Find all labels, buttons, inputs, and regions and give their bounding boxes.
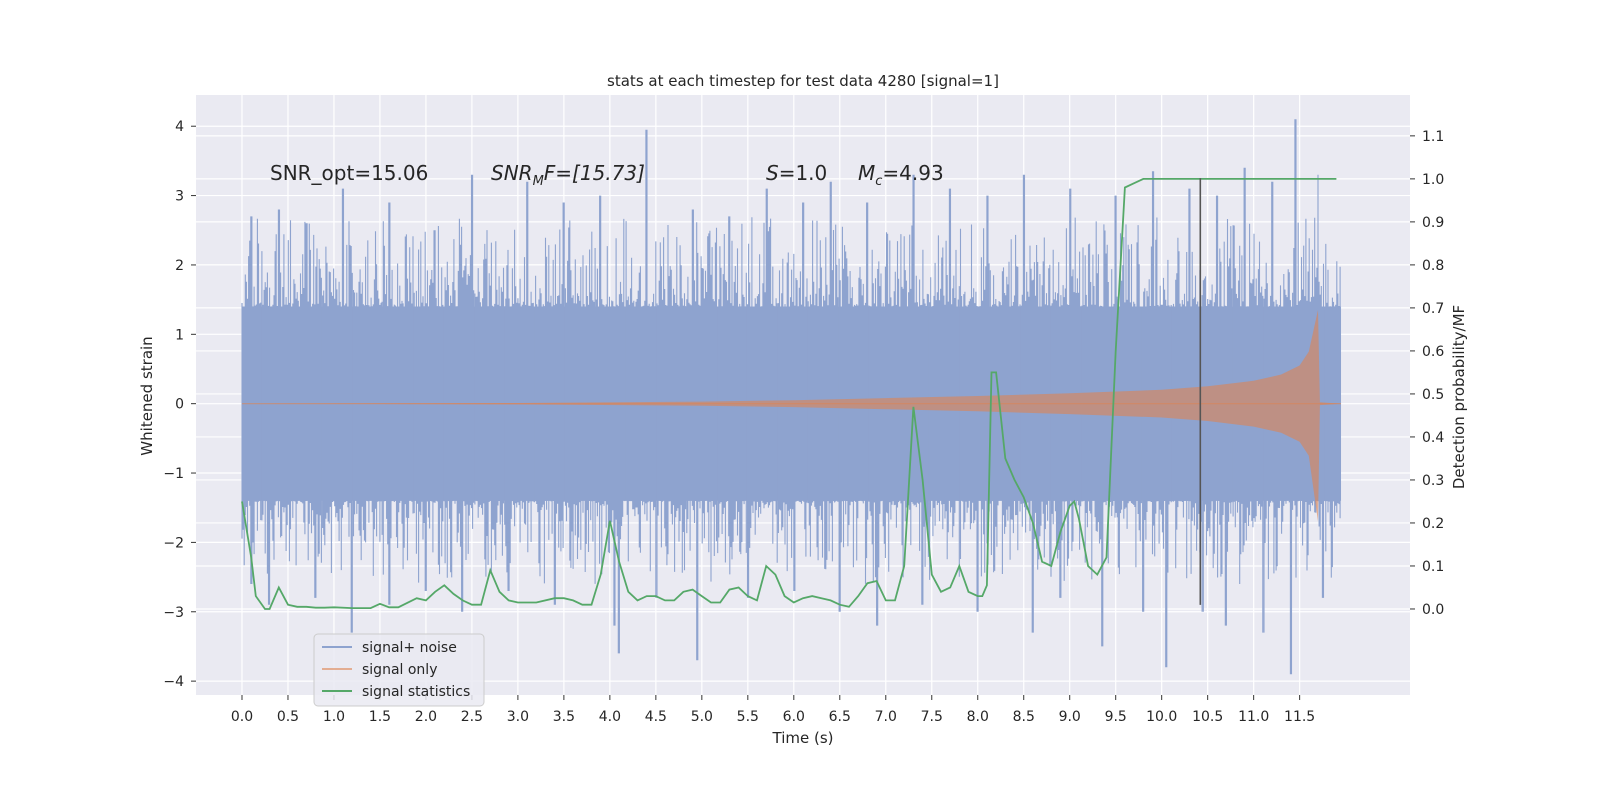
y-axis-left-ticks: 4 3 2 1 0 −1 −2 −3 −4 <box>163 119 196 690</box>
y-axis-right-label: Detection probability/MF <box>1450 305 1468 489</box>
x-tick-label: 11.0 <box>1238 709 1269 725</box>
x-tick-label: 5.0 <box>691 709 713 725</box>
x-tick-label: 2.0 <box>415 709 437 725</box>
y-right-tick-label: 0.8 <box>1422 258 1444 274</box>
y-right-tick-label: 0.6 <box>1422 344 1444 360</box>
x-axis-ticks: 0.0 0.5 1.0 1.5 2.0 2.5 3.0 3.5 4.0 4.5 5.0 5.5 6.0 6… <box>231 695 1315 725</box>
y-axis-left-label: Whitened strain <box>138 336 156 455</box>
x-tick-label: 9.5 <box>1105 709 1127 725</box>
annotation-mc-rest: =4.93 <box>882 161 943 185</box>
y-right-tick-label: 0.7 <box>1422 301 1444 317</box>
signal-envelope <box>241 310 1341 522</box>
x-tick-label: 4.0 <box>599 709 621 725</box>
x-tick-label: 6.0 <box>783 709 805 725</box>
y-left-tick-label: 4 <box>175 119 184 135</box>
legend-box <box>313 633 485 707</box>
x-tick-label: 7.0 <box>875 709 897 725</box>
x-tick-label: 1.0 <box>323 709 345 725</box>
annotation-snr-mf-sub: M <box>533 174 544 189</box>
annotation-s: S=1.0 <box>766 161 827 185</box>
x-tick-label: 11.5 <box>1284 709 1315 725</box>
y-left-tick-label: 2 <box>175 258 184 274</box>
y-left-tick-label: −1 <box>163 466 184 482</box>
y-right-tick-label: 0.4 <box>1422 430 1444 446</box>
x-tick-label: 8.5 <box>1013 709 1035 725</box>
y-left-tick-label: −2 <box>163 535 184 551</box>
annotation-snr-mf: SNRMF=[15.73] <box>491 161 645 189</box>
x-axis-label: Time (s) <box>772 729 834 747</box>
y-left-tick-label: 3 <box>175 189 184 205</box>
y-left-tick-label: 1 <box>175 327 184 343</box>
series-signal-statistics <box>241 178 1337 610</box>
annotation-snr-mf-main: SNR <box>491 161 533 185</box>
y-right-tick-label: 0.2 <box>1422 516 1444 532</box>
annotation-s-rest: =1.0 <box>779 161 828 185</box>
annotation-mc-sub: c <box>875 174 882 189</box>
y-right-tick-label: 0.9 <box>1422 215 1444 231</box>
x-tick-label: 3.5 <box>553 709 575 725</box>
y-right-tick-label: 0.0 <box>1422 602 1444 618</box>
x-tick-label: 3.0 <box>507 709 529 725</box>
annotation-snr-mf-rest-f: F=[15.73] <box>544 161 645 185</box>
x-tick-label: 9.0 <box>1059 709 1081 725</box>
chart-title: stats at each timestep for test data 428… <box>607 72 999 90</box>
y-right-tick-label: 0.3 <box>1422 473 1444 489</box>
legend-label-signal-statistics: signal statistics <box>362 684 470 700</box>
x-tick-label: 10.5 <box>1192 709 1223 725</box>
y-left-tick-label: −4 <box>163 674 184 690</box>
x-tick-label: 0.5 <box>277 709 299 725</box>
x-tick-label: 4.5 <box>645 709 667 725</box>
x-tick-label: 1.5 <box>369 709 391 725</box>
statistics-line <box>241 178 1337 610</box>
legend: signal+ noise signal only signal statist… <box>313 633 485 707</box>
x-tick-label: 7.5 <box>921 709 943 725</box>
x-tick-label: 8.0 <box>967 709 989 725</box>
y-right-tick-label: 1.1 <box>1422 129 1444 145</box>
x-tick-label: 2.5 <box>461 709 483 725</box>
legend-label-signal-only: signal only <box>362 662 437 678</box>
annotation-mc-main: M <box>858 161 875 185</box>
y-right-tick-label: 1.0 <box>1422 172 1444 188</box>
annotation-s-main: S <box>766 161 779 185</box>
x-tick-label: 10.0 <box>1146 709 1177 725</box>
y-left-tick-label: −3 <box>163 605 184 621</box>
y-right-tick-label: 0.5 <box>1422 387 1444 403</box>
x-tick-label: 5.5 <box>737 709 759 725</box>
x-tick-label: 0.0 <box>231 709 253 725</box>
annotation-snr-opt: SNR_opt=15.06 <box>270 161 428 185</box>
y-right-tick-label: 0.1 <box>1422 559 1444 575</box>
legend-label-signal-noise: signal+ noise <box>362 640 457 656</box>
x-tick-label: 6.5 <box>829 709 851 725</box>
annotation-mc: Mc=4.93 <box>858 161 944 189</box>
y-left-tick-label: 0 <box>175 397 184 413</box>
series-signal-only <box>241 310 1342 522</box>
y-axis-right-ticks: 1.1 1.0 0.9 0.8 0.7 0.6 0.5 0.4 0.3 0.2 0.1 0.0 <box>1410 129 1444 618</box>
